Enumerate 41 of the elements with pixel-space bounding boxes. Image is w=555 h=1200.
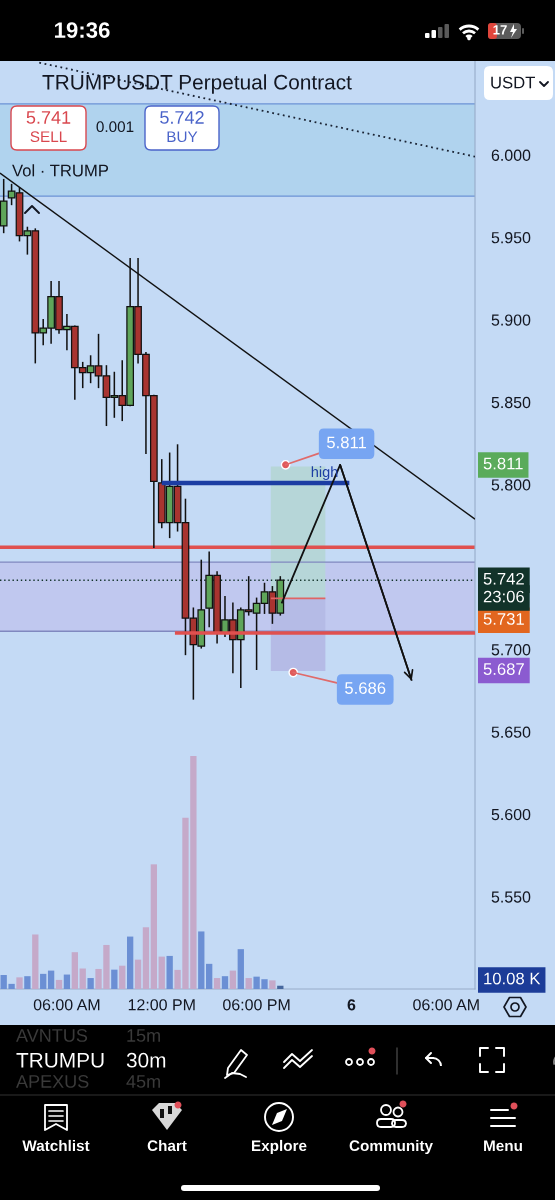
text: 23:06 bbox=[483, 590, 524, 603]
text: Explore bbox=[252, 1139, 307, 1155]
x-tick-label: 06:00 AM bbox=[33, 999, 100, 1011]
x-tick-label: 06:00 AM bbox=[413, 999, 479, 1011]
text: 5.687 bbox=[483, 663, 524, 675]
text: 45m bbox=[126, 1075, 160, 1088]
chart-title: Vol · TRUMP bbox=[12, 164, 109, 177]
y-tick-label: 5.800 bbox=[491, 479, 531, 491]
x-tick-label: 12:00 PM bbox=[128, 999, 195, 1011]
y-tick-label: 6.000 bbox=[491, 149, 531, 161]
y-tick-label: 5.950 bbox=[491, 232, 531, 244]
text: USDT bbox=[491, 76, 535, 89]
annotation: 5.742 bbox=[160, 111, 204, 124]
x-tick-label: 06:00 PM bbox=[223, 999, 290, 1011]
annotation: BUY bbox=[167, 131, 198, 143]
y-tick-label: 5.700 bbox=[491, 644, 531, 656]
text: 10.08 K bbox=[484, 972, 541, 985]
ref-line-label: 5.742 bbox=[483, 572, 524, 585]
text: Menu bbox=[484, 1140, 522, 1152]
y-tick-label: 5.900 bbox=[491, 314, 531, 326]
y-tick-label: 5.550 bbox=[491, 891, 531, 903]
annotation: SELL bbox=[30, 131, 67, 143]
annotation: 0.001 bbox=[96, 121, 134, 133]
text: Community bbox=[349, 1139, 433, 1155]
text: APEXUS bbox=[16, 1075, 89, 1088]
text: 5.811 bbox=[483, 457, 523, 470]
annotation: 5.731 bbox=[483, 613, 524, 625]
y-tick-label: 5.850 bbox=[491, 396, 531, 409]
text: AVNTUS bbox=[16, 1029, 88, 1042]
text: 30m bbox=[126, 1052, 166, 1068]
text: TRUMPU bbox=[16, 1053, 104, 1068]
text: 15m bbox=[127, 1029, 160, 1042]
x-tick-label: 6 bbox=[347, 999, 356, 1011]
text: 19:36 bbox=[54, 22, 110, 38]
y-tick-label: 5.650 bbox=[491, 726, 531, 738]
annotation: 5.686 bbox=[345, 682, 386, 694]
annotation: 5.741 bbox=[26, 111, 71, 124]
text: Chart bbox=[147, 1139, 187, 1152]
y-tick-label: 5.600 bbox=[491, 808, 531, 821]
text: Watchlist bbox=[22, 1139, 90, 1152]
annotation: 5.811 bbox=[327, 436, 367, 449]
